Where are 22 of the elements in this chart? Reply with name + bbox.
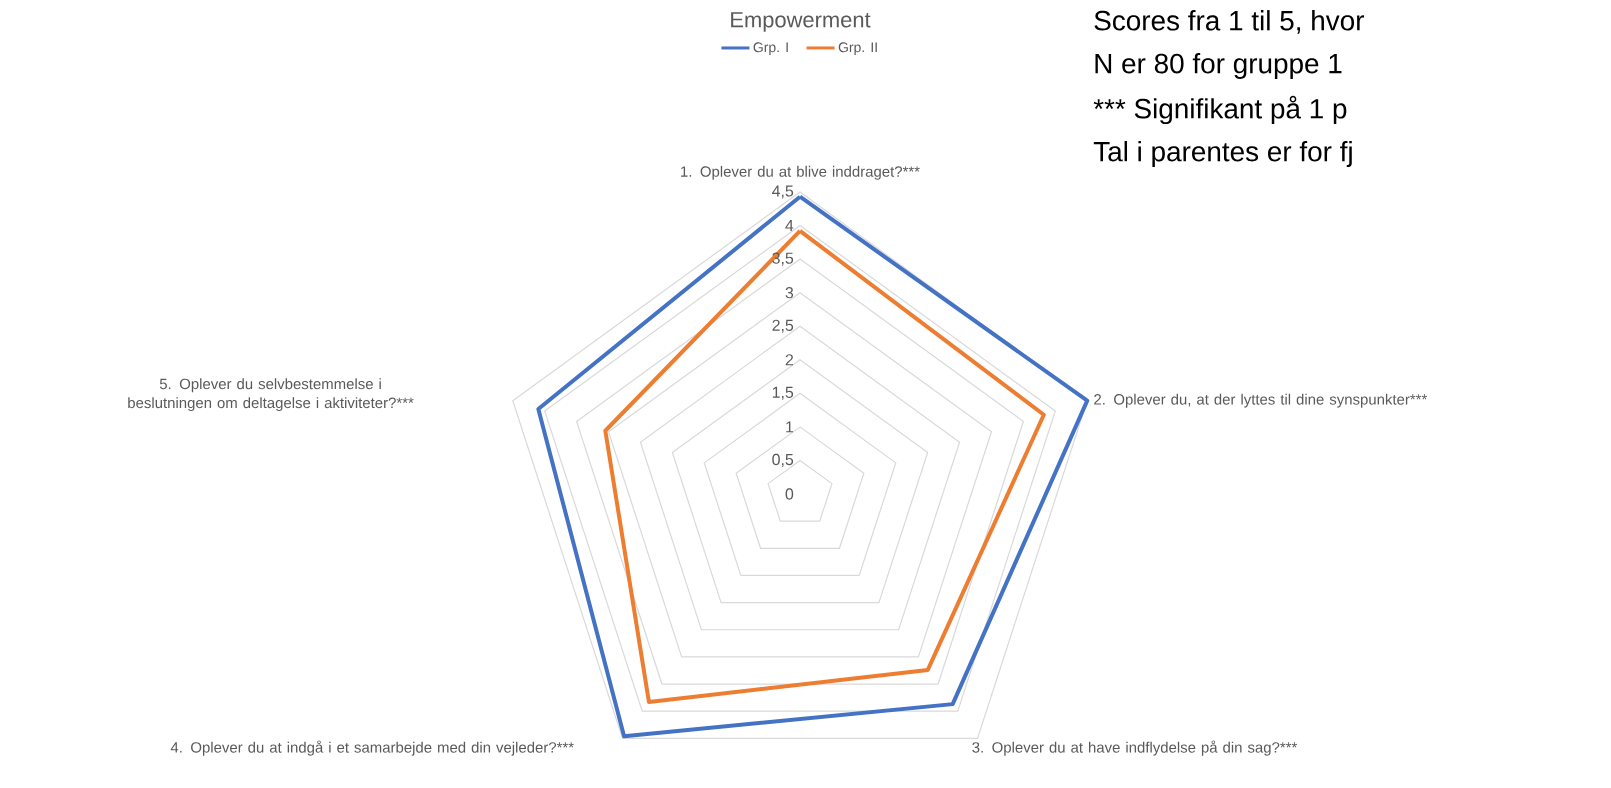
y-tick-label: 3 [785,287,794,299]
spoke-label: 1. Oplever du at blive inddraget?*** [681,165,920,180]
y-tick-label: 4 [785,220,794,232]
y-tick-label: 0 [785,488,794,500]
legend-label: Grp. II [838,42,877,55]
text: *** Signifikant på 1 p [1093,95,1347,125]
text: Scores fra 1 til 5, hvor [1094,10,1365,34]
spoke-label: 2. Oplever du, at der lyttes til dine synspunkter*** [1094,393,1428,408]
y-tick-label: 1 [786,421,794,433]
spoke-label: 3. Oplever du at have indflydelse på din sag?*** [972,740,1298,756]
y-tick-label: 3,5 [772,252,794,266]
spoke-label: 4. Oplever du at indgå i et samarbejde med din vejleder?*** [170,740,574,756]
text: Tal i parentes er for fj [1093,141,1352,167]
spoke-label: 5. Oplever du selvbestemmelse i beslutningen om deltagelse i aktiviteter?*** [128,378,414,412]
text: N er 80 for gruppe 1 [1095,53,1342,79]
y-tick-label: 4,5 [772,185,794,199]
y-tick-label: 2,5 [772,319,794,333]
chart-title: Empowerment [731,12,871,32]
legend-label: Grp. I [753,42,788,55]
y-tick-label: 2 [785,354,794,366]
y-tick-label: 0,5 [772,453,794,468]
y-tick-label: 1,5 [772,386,794,400]
